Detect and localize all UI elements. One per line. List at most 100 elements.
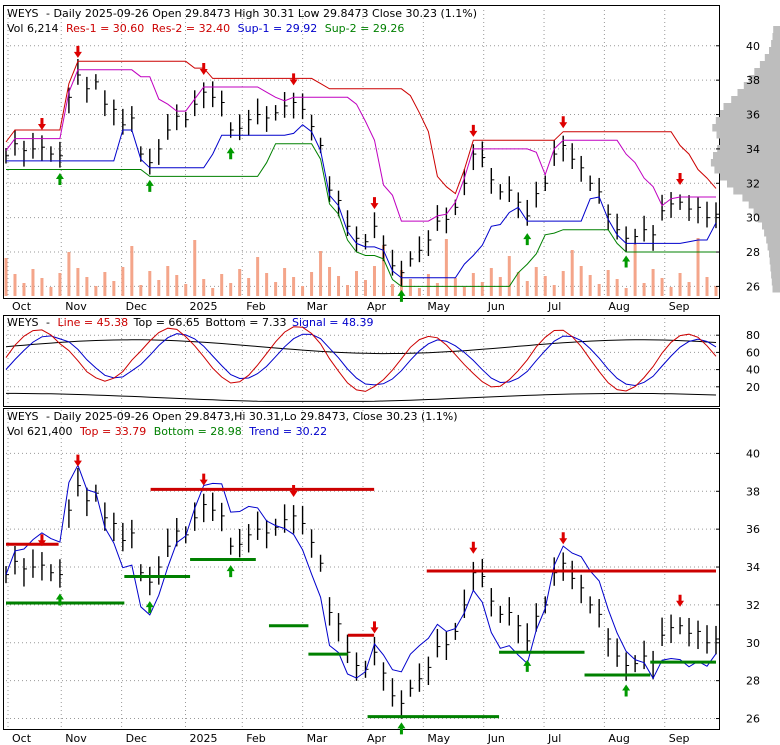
x-axis-label: Jul [547,300,561,313]
axes: Oct Oct Nov Nov Dec Dec 2025 2025 Feb Feb Mar Mar Ap… [12,40,760,745]
sup1-line [6,124,717,279]
sell-arrow [73,45,82,58]
x-axis-label: Jul [547,732,561,745]
buy-arrow [145,601,154,614]
buy-arrow [145,179,154,192]
volume-bar [31,269,35,296]
x-axis-label: 2025 [190,732,218,745]
volume-bar [274,282,278,296]
sell-arrow [289,73,298,86]
osc-top-label: Top = 66.65 [133,316,200,329]
trend-axis-label: 30 [746,637,760,650]
buy-arrow [397,289,406,302]
volume-bar [67,252,71,296]
volume-bar [202,279,206,296]
volume-profile-bar [710,159,780,167]
volume-bar [4,258,8,296]
volume-profile-bar [720,110,780,118]
volume-bar [148,271,152,296]
marks-layer [37,45,685,735]
volume-profile-bar [762,222,780,230]
x-axis-label: Mar [307,732,328,745]
price-axis-label: 38 [746,74,760,87]
volume-bar [651,269,655,296]
buy-arrow [523,659,532,672]
x-axis-label: May [427,732,450,745]
trend-ticker: WEYS [7,410,39,423]
trend-axis-label: 40 [746,447,760,460]
osc-line-label: Line = 45.38 [58,316,129,329]
volume-profile-bar [753,208,780,216]
osc-bottom-label: Bottom = 7.33 [205,316,286,329]
volume-profile-bar [771,40,780,48]
volume-bar [256,257,260,296]
volume-bar [543,276,547,296]
x-axis-label: 2025 [190,300,218,313]
volume-bar [624,288,628,296]
sell-arrow [469,124,478,137]
volume-bar [238,269,242,296]
osc-ticker: WEYS [7,316,39,329]
volume-bar [462,287,466,296]
volume-bar [390,284,394,296]
volume-profile-bar [716,131,780,139]
sell-arrow [37,118,46,130]
volume-profile-bar [727,180,780,188]
volume-bar [633,244,637,296]
price-axis-label: 26 [746,280,760,293]
price-axis-label: 36 [746,109,760,122]
osc-top-line [5,339,717,355]
res1-label: Res-1 = 30.60 [66,22,144,35]
oscillator-axis-label: 40 [746,364,760,377]
volume-profile-bar [754,68,780,76]
volume-bar [714,286,718,296]
volume-bar [112,281,116,296]
volume-profile-bar [733,187,780,195]
volume-bar [319,251,323,296]
x-axis-label: Apr [367,732,387,745]
volume-bar [615,279,619,296]
x-axis-label: Jun [487,300,505,313]
trend-axis-label: 26 [746,713,760,726]
volume-bar [372,266,376,296]
volume-bar [381,245,385,296]
volume-profile-bar [731,96,780,104]
volume-profile-bar [757,215,780,223]
price-volume: Vol 6,214 [7,22,58,35]
res2-label: Res-2 = 32.40 [152,22,230,35]
series-layer [4,59,719,719]
trend-bottom-label: Bottom = 28.98 [154,425,242,438]
price-ticker: WEYS [7,7,39,20]
price-levels: Vol 6,214 Res-1 = 30.60 Res-2 = 32.40 Su… [7,22,404,35]
volume-bar [247,278,251,296]
volume-bar [103,272,107,296]
price-panel-frame [3,5,720,299]
volume-bar [561,271,565,296]
volume-profile-bar [769,250,780,258]
volume-bar [346,285,350,296]
volume-profile-bar [767,243,780,251]
volume-bar [417,288,421,296]
sell-arrow [37,534,46,547]
volume-bar [435,283,439,296]
sell-arrow [676,594,685,607]
buy-arrow [397,722,406,735]
sell-arrow [199,473,208,486]
osc-bottom-line [6,392,717,402]
trend-top-label: Top = 33.79 [79,425,146,438]
volume-bar [49,287,53,296]
price-header: WEYS - Daily 2025-09-26 Open 29.8473 Hig… [7,7,477,20]
volume-profile-bar [772,285,780,293]
sell-arrow [199,63,208,75]
volume-bar [229,283,233,296]
trend-levels: Vol 621,400 Top = 33.79 Bottom = 28.98 T… [7,425,327,438]
volume-bar [292,277,296,296]
volume-bar [408,279,412,296]
res2-line [5,60,717,195]
volume-profile-bar [771,271,780,279]
trend-trend-label: Trend = 30.22 [248,425,327,438]
volume-bar [525,281,529,296]
buy-arrow [55,172,64,185]
volume-profile-bar [748,75,780,83]
